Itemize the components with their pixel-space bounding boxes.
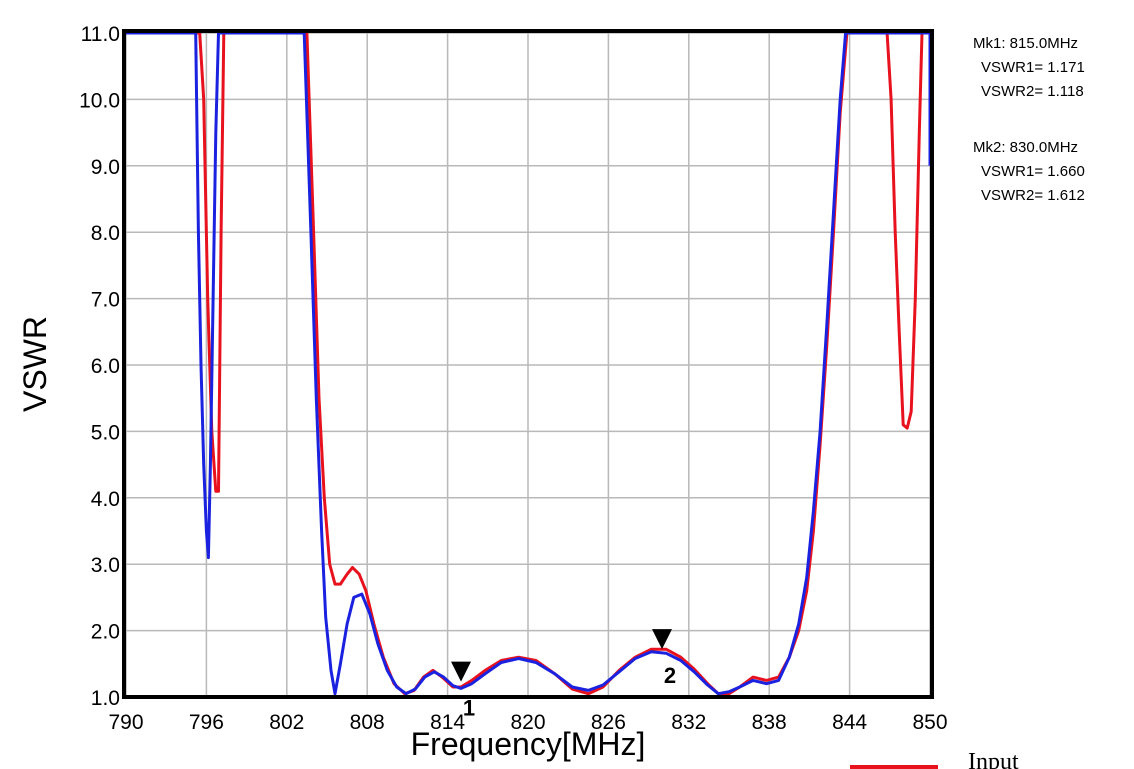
y-tick-label-6: 7.0 xyxy=(91,289,120,312)
grid xyxy=(125,32,931,698)
y-tick-label-10: 11.0 xyxy=(81,23,120,46)
marker-1-frequency: Mk1: 815.0MHz xyxy=(973,35,1079,52)
y-axis-title: VSWR xyxy=(17,316,53,412)
plot-frame xyxy=(122,29,934,699)
legend-swatch-input xyxy=(850,765,938,769)
y-tick-label-0: 1.0 xyxy=(91,687,120,710)
marker-2-readout: Mk2: 830.0MHz VSWR1= 1.660 VSWR2= 1.612 xyxy=(973,136,1133,208)
marker-2-vswr1: VSWR1= 1.660 xyxy=(981,163,1085,180)
marker-1-label: 1 xyxy=(463,696,475,721)
x-tick-labels: 790 796 802 808 814 820 826 832 838 844 850 xyxy=(108,711,947,734)
marker-2-label: 2 xyxy=(664,663,676,688)
x-tick-label-9: 844 xyxy=(832,711,867,734)
x-tick-label-1: 796 xyxy=(189,711,224,734)
marker-2-vswr2: VSWR2= 1.612 xyxy=(981,187,1085,204)
y-tick-label-8: 9.0 xyxy=(91,156,120,179)
x-tick-label-5: 820 xyxy=(510,711,545,734)
x-axis-title: Frequency[MHz] xyxy=(411,726,646,762)
marker-2-frequency: Mk2: 830.0MHz xyxy=(973,139,1079,156)
y-tick-label-2: 3.0 xyxy=(91,554,120,577)
y-tick-labels: 1.0 2.0 3.0 4.0 5.0 6.0 7.0 8.0 9.0 10.0 11.0 xyxy=(79,23,120,710)
x-tick-label-0: 790 xyxy=(108,711,143,734)
x-tick-label-10: 850 xyxy=(912,711,947,734)
y-tick-label-5: 6.0 xyxy=(91,355,120,378)
y-tick-label-4: 5.0 xyxy=(91,421,120,444)
y-tick-label-3: 4.0 xyxy=(91,488,120,511)
x-tick-label-8: 838 xyxy=(752,711,787,734)
marker-1-triangle xyxy=(451,661,471,682)
markers: 12 xyxy=(451,629,676,721)
marker-2-triangle xyxy=(652,629,672,650)
legend: Input xyxy=(850,750,1134,769)
y-tick-label-7: 8.0 xyxy=(91,222,120,245)
x-tick-label-3: 808 xyxy=(350,711,385,734)
x-tick-label-6: 826 xyxy=(591,711,626,734)
y-tick-label-1: 2.0 xyxy=(91,621,120,644)
x-tick-label-7: 832 xyxy=(671,711,706,734)
marker-1-vswr1: VSWR1= 1.171 xyxy=(981,59,1085,76)
legend-label-input: Input xyxy=(968,750,1019,769)
x-tick-label-2: 802 xyxy=(269,711,304,734)
y-tick-label-9: 10.0 xyxy=(79,89,120,112)
x-tick-label-4: 814 xyxy=(430,711,465,734)
marker-1-readout: Mk1: 815.0MHz VSWR1= 1.171 VSWR2= 1.118 xyxy=(973,32,1133,104)
marker-1-vswr2: VSWR2= 1.118 xyxy=(981,83,1084,100)
